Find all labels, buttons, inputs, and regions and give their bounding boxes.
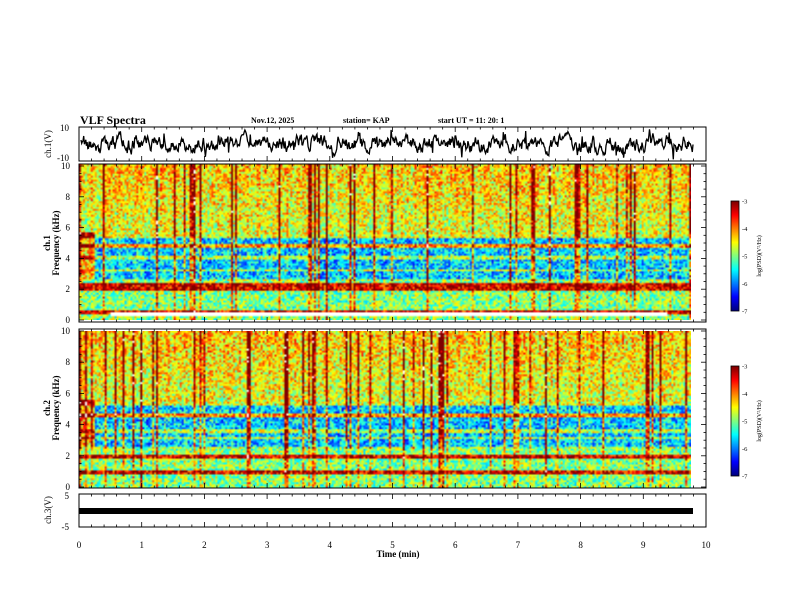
ch1-colorbar-ticks: -3 -4 -5 -6 -7 <box>742 199 748 316</box>
ch1-spec-yticks: 0 2 4 6 8 10 <box>61 161 706 325</box>
ch1-wave-ylabel: ch.1(V) <box>43 130 53 158</box>
ch1-wave-ytick-top: 10 <box>60 123 70 133</box>
colorbar-tick-label: -4 <box>742 391 748 398</box>
colorbar-tick-label: -7 <box>742 309 748 316</box>
colorbar-tick-label: -6 <box>742 446 748 453</box>
colorbar-tick-label: -5 <box>742 254 747 261</box>
colorbar-tick-label: -5 <box>742 419 747 426</box>
y-tick-label: 8 <box>66 192 71 202</box>
time-tick-label: 4 <box>328 540 333 550</box>
time-tick-label: 0 <box>77 540 82 550</box>
ch1-waveform-trace <box>80 128 694 160</box>
ch1-colorbar-label: log(PSD)(V²/Hz) <box>756 235 763 276</box>
ch2-spec-ylabel-line2: Frequency (kHz) <box>51 375 61 440</box>
date-label: Nov.12, 2025 <box>251 116 294 125</box>
y-tick-label: 0 <box>66 482 71 492</box>
time-axis-ticks: 0 1 2 3 4 5 6 7 8 9 10 <box>77 540 711 550</box>
y-tick-label: 10 <box>61 161 71 171</box>
ch2-colorbar-label: log(PSD)(V²/Hz) <box>756 400 763 441</box>
ch3-wave-ytick-top: 5 <box>65 491 70 501</box>
time-tick-label: 3 <box>265 540 270 550</box>
ch3-wave-ylabel: ch.3(V) <box>43 496 53 524</box>
ch1-wave-ytick-bottom: -10 <box>57 153 69 163</box>
ch2-colorbar-frame <box>730 365 740 477</box>
colorbar-tick-label: -4 <box>742 226 748 233</box>
station-label: station= KAP <box>343 116 390 125</box>
time-tick-label: 6 <box>453 540 458 550</box>
time-tick-label: 7 <box>516 540 521 550</box>
ch2-spec-yticks: 0 2 4 6 8 10 <box>61 326 706 492</box>
y-tick-label: 6 <box>66 388 71 398</box>
ch2-spectrogram-image <box>79 331 691 488</box>
ch2-colorbar <box>731 366 739 476</box>
ch1-spec-ylabel-line2: Frequency (kHz) <box>51 210 61 275</box>
ch3-wave-ytick-bottom: -5 <box>62 522 70 532</box>
y-tick-label: 4 <box>66 420 71 430</box>
y-tick-label: 10 <box>61 326 71 336</box>
time-tick-label: 1 <box>139 540 144 550</box>
ch1-spectrogram-image <box>79 164 691 320</box>
time-tick-label: 10 <box>702 540 712 550</box>
y-tick-label: 4 <box>66 253 71 263</box>
ch2-spec-ylabel-line1: ch.2 <box>42 400 52 416</box>
y-tick-label: 6 <box>66 223 71 233</box>
y-tick-label: 2 <box>66 451 71 461</box>
time-axis-label: Time (min) <box>376 549 419 559</box>
time-tick-label: 2 <box>202 540 207 550</box>
colorbar-tick-label: -7 <box>742 474 748 481</box>
time-tick-label: 5 <box>390 540 395 550</box>
y-tick-label: 2 <box>66 284 71 294</box>
ch3-waveform-trace <box>79 508 693 514</box>
ch2-colorbar-ticks: -3 -4 -5 -6 -7 <box>742 364 748 481</box>
y-tick-label: 0 <box>66 315 71 325</box>
ch1-colorbar <box>731 201 739 311</box>
start-ut-label: start UT = 11: 20: 1 <box>438 116 504 125</box>
time-tick-label: 8 <box>578 540 583 550</box>
ch1-spec-ylabel-line1: ch.1 <box>42 235 52 251</box>
axis-ticks <box>78 127 707 527</box>
colorbar-tick-label: -3 <box>742 364 747 371</box>
time-tick-label: 9 <box>641 540 646 550</box>
figure-title: VLF Spectra <box>80 113 146 127</box>
colorbar-tick-label: -3 <box>742 199 747 206</box>
y-tick-label: 8 <box>66 357 71 367</box>
colorbar-tick-label: -6 <box>742 281 748 288</box>
ch1-colorbar-frame <box>730 200 740 312</box>
